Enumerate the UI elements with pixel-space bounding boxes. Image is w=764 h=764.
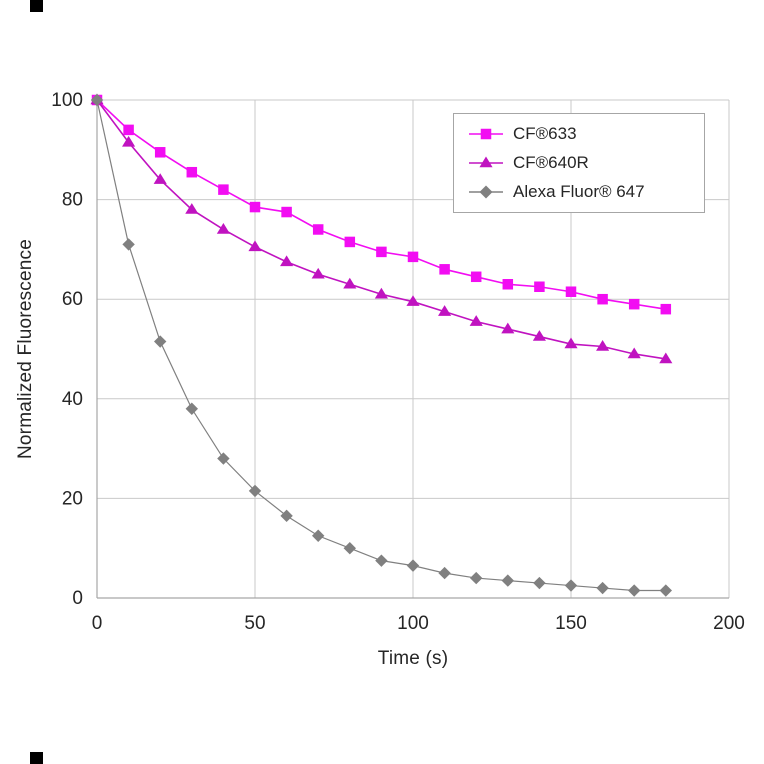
square-marker xyxy=(281,206,292,218)
triangle-marker xyxy=(659,352,673,364)
x-axis-title: Time (s) xyxy=(377,648,449,669)
diamond-marker xyxy=(438,566,451,580)
diamond-marker xyxy=(501,574,514,587)
square-marker xyxy=(597,293,608,305)
triangle-marker xyxy=(122,135,136,147)
y-tick-label: 40 xyxy=(62,389,83,410)
legend: CF®633 CF®640R Alexa Fluor® 647 xyxy=(453,113,705,213)
triangle-marker xyxy=(501,322,515,334)
triangle-marker xyxy=(311,267,325,279)
square-marker xyxy=(407,251,419,263)
diamond-marker xyxy=(628,584,641,597)
triangle-marker xyxy=(343,277,357,289)
triangle-marker xyxy=(627,347,641,359)
square-marker xyxy=(186,166,198,178)
triangle-marker xyxy=(185,203,199,214)
triangle-marker xyxy=(248,240,262,252)
triangle-marker xyxy=(216,222,230,234)
diamond-marker xyxy=(406,559,420,572)
legend-label: CF®633 xyxy=(513,124,577,143)
y-tick-label: 80 xyxy=(62,190,83,211)
legend-item: CF®640R xyxy=(468,153,688,173)
legend-marker-triangle-icon xyxy=(469,156,503,168)
diamond-marker xyxy=(248,484,262,498)
diamond-marker xyxy=(312,529,325,542)
legend-marker-diamond-icon xyxy=(469,185,503,199)
diamond-marker xyxy=(533,576,546,590)
legend-label: CF®640R xyxy=(513,153,589,172)
diamond-marker xyxy=(375,554,388,567)
x-tick-label: 150 xyxy=(555,613,587,634)
x-tick-label: 100 xyxy=(397,613,429,634)
triangle-marker xyxy=(469,315,483,326)
legend-marker-square-icon xyxy=(469,128,503,140)
y-tick-label: 100 xyxy=(51,90,83,111)
triangle-marker xyxy=(153,173,167,184)
square-marker xyxy=(344,236,356,248)
square-marker xyxy=(480,128,492,140)
diamond-marker xyxy=(185,402,198,415)
square-marker xyxy=(565,286,577,297)
square-marker xyxy=(439,264,450,275)
triangle-marker xyxy=(406,295,420,306)
series-diamond xyxy=(90,93,672,597)
square-marker xyxy=(218,184,229,195)
diamond-marker xyxy=(280,509,293,523)
triangle-marker xyxy=(596,340,610,351)
x-tick-label: 200 xyxy=(713,613,745,634)
diamond-marker xyxy=(470,571,483,585)
diamond-marker xyxy=(479,185,493,199)
square-marker xyxy=(660,303,672,315)
square-marker xyxy=(123,124,134,136)
diamond-marker xyxy=(90,93,104,107)
square-marker xyxy=(376,246,387,258)
triangle-marker xyxy=(564,337,578,349)
square-marker xyxy=(502,279,514,290)
corner-mark xyxy=(30,752,43,764)
triangle-marker xyxy=(479,156,493,168)
diamond-marker xyxy=(217,452,230,465)
triangle-marker xyxy=(438,305,452,316)
square-marker xyxy=(534,281,545,292)
diamond-marker xyxy=(659,584,672,597)
y-tick-label: 0 xyxy=(72,588,83,609)
legend-item: Alexa Fluor® 647 xyxy=(468,182,688,202)
diamond-marker xyxy=(564,579,578,592)
triangle-marker xyxy=(532,330,546,341)
legend-item: CF®633 xyxy=(468,124,688,144)
y-tick-label: 20 xyxy=(62,488,83,509)
diamond-marker xyxy=(122,238,135,251)
series-square xyxy=(91,94,672,315)
x-tick-label: 50 xyxy=(244,613,265,634)
square-marker xyxy=(628,298,640,310)
x-tick-label: 0 xyxy=(92,613,103,634)
diamond-marker xyxy=(343,542,356,555)
corner-mark xyxy=(30,0,43,12)
diamond-marker xyxy=(596,581,609,595)
diamond-marker xyxy=(154,335,167,348)
triangle-marker xyxy=(374,287,388,299)
square-marker xyxy=(249,201,261,213)
legend-label: Alexa Fluor® 647 xyxy=(513,182,645,201)
y-tick-label: 60 xyxy=(62,289,83,310)
square-marker xyxy=(470,271,482,283)
triangle-marker xyxy=(280,255,294,267)
square-marker xyxy=(154,147,166,158)
square-marker xyxy=(312,224,324,235)
